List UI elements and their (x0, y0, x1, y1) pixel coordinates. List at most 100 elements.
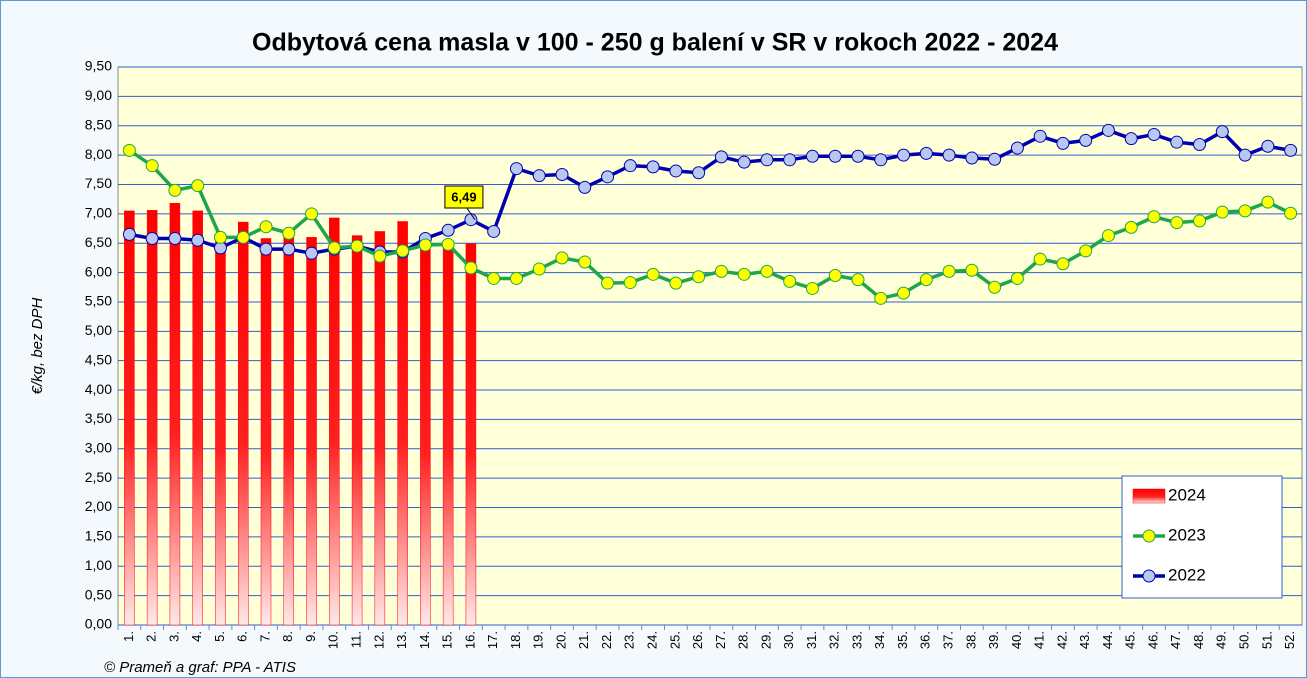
x-tick-label: 40. (1009, 631, 1024, 649)
legend-swatch (1132, 488, 1166, 504)
x-tick-label: 4. (189, 631, 204, 642)
bar (397, 221, 408, 626)
chart-title: Odbytová cena masla v 100 - 250 g balení… (252, 29, 1058, 57)
marker (282, 226, 296, 240)
bar (124, 210, 135, 626)
bar (374, 231, 386, 626)
x-tick-label: 36. (918, 631, 933, 649)
marker (874, 291, 888, 305)
marker (578, 180, 592, 194)
marker (1238, 204, 1252, 218)
marker (236, 230, 250, 244)
marker (1033, 129, 1047, 143)
marker (828, 269, 842, 283)
marker (760, 153, 774, 167)
x-tick-label: 17. (485, 631, 500, 649)
x-tick-label: 23. (622, 631, 637, 649)
marker (532, 169, 546, 183)
legend-label: 2023 (1168, 525, 1206, 544)
marker (737, 267, 751, 281)
y-tick-label: 8,50 (85, 116, 112, 132)
marker (555, 251, 569, 265)
y-tick-label: 0,50 (85, 586, 112, 602)
marker (441, 223, 455, 237)
marker (988, 152, 1002, 166)
bar (237, 221, 249, 626)
marker (305, 246, 319, 260)
marker (669, 164, 683, 178)
marker (1056, 136, 1070, 150)
x-tick-label: 6. (235, 631, 250, 642)
x-tick-label: 2. (144, 631, 159, 642)
bar (420, 242, 431, 626)
marker (1147, 210, 1161, 224)
marker (259, 220, 273, 234)
bar (306, 237, 317, 626)
x-tick-label: 27. (713, 631, 728, 649)
marker (1101, 123, 1115, 137)
marker (441, 237, 455, 251)
y-tick-label: 6,00 (85, 263, 112, 279)
marker (783, 274, 797, 288)
x-tick-label: 18. (508, 631, 523, 649)
marker (509, 271, 523, 285)
marker (1261, 195, 1275, 209)
data-label-box (444, 185, 484, 209)
x-tick-label: 16. (462, 631, 477, 649)
marker (623, 276, 637, 290)
y-tick-label: 9,00 (85, 87, 112, 103)
bar (283, 235, 295, 626)
marker (1101, 229, 1115, 243)
marker (1215, 125, 1229, 139)
marker (145, 159, 159, 173)
marker (1033, 252, 1047, 266)
marker (1284, 206, 1298, 220)
x-tick-label: 20. (553, 631, 568, 649)
x-tick-label: 5. (212, 631, 227, 642)
marker (487, 271, 501, 285)
marker (396, 244, 410, 258)
marker (168, 232, 182, 246)
legend-label: 2024 (1168, 485, 1206, 504)
marker (305, 207, 319, 221)
y-tick-label: 2,50 (85, 469, 112, 485)
marker (714, 150, 728, 164)
marker (805, 149, 819, 163)
x-tick-label: 28. (736, 631, 751, 649)
marker (1193, 214, 1207, 228)
x-tick-label: 10. (326, 631, 341, 649)
x-tick-label: 13. (394, 631, 409, 649)
marker (1147, 128, 1161, 142)
marker (1124, 220, 1138, 234)
marker (601, 170, 615, 184)
x-tick-label: 42. (1054, 631, 1069, 649)
x-tick-label: 33. (849, 631, 864, 649)
bar (465, 243, 477, 626)
bar (260, 238, 272, 626)
x-tick-label: 22. (599, 631, 614, 649)
x-tick-label: 45. (1123, 631, 1138, 649)
x-tick-label: 41. (1032, 631, 1047, 649)
x-tick-label: 24. (645, 631, 660, 649)
x-tick-label: 19. (531, 631, 546, 649)
bar (146, 210, 158, 626)
bar (169, 203, 181, 626)
y-tick-label: 9,50 (85, 58, 112, 74)
marker (828, 149, 842, 163)
marker (897, 286, 911, 300)
marker (851, 273, 865, 287)
y-tick-label: 8,00 (85, 146, 112, 162)
y-tick-label: 3,50 (85, 410, 112, 426)
marker (1010, 271, 1024, 285)
legend-marker (1142, 569, 1156, 583)
y-tick-label: 4,00 (85, 381, 112, 397)
marker (282, 242, 296, 256)
marker (1010, 141, 1024, 155)
y-axis-label: €/kg, bez DPH (29, 297, 46, 394)
x-tick-label: 9. (303, 631, 318, 642)
marker (578, 255, 592, 269)
marker (418, 238, 432, 252)
marker (897, 148, 911, 162)
marker (168, 183, 182, 197)
x-tick-label: 52. (1282, 631, 1297, 649)
